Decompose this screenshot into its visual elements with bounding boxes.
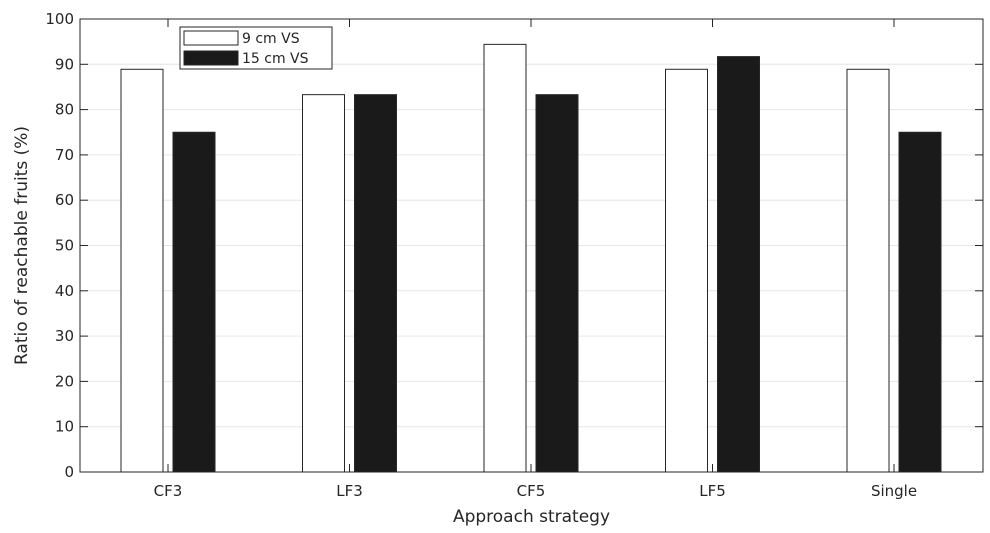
bar-9cm-lf3 [302,94,345,473]
bar-9cm-cf5 [483,43,527,473]
y-tick-label: 90 [55,55,74,73]
bar-15cm-cf3 [172,131,216,473]
y-tick-label: 40 [55,282,74,300]
y-tick-label: 80 [55,101,74,119]
y-tick-label: 60 [55,191,74,209]
bar-15cm-lf3 [354,94,397,473]
y-tick-label: 50 [55,237,74,255]
bar-9cm-cf3 [120,68,164,473]
y-tick-label: 70 [55,146,74,164]
x-axis-label: Approach strategy [453,507,610,527]
legend-label-15cm: 15 cm VS [242,51,309,67]
x-tick-label: CF5 [517,482,546,500]
bar-15cm-lf5 [717,56,760,473]
legend-swatch-9cm [183,30,239,46]
y-axis-label: Ratio of reachable fruits (%) [12,126,32,365]
x-tick-label: Single [871,482,917,500]
x-tick-label: CF3 [154,482,183,500]
bar-9cm-single [846,68,890,473]
y-tick-label: 30 [55,327,74,345]
y-tick-label: 10 [55,418,74,436]
legend-label-9cm: 9 cm VS [242,31,300,47]
y-tick-label: 100 [45,10,74,28]
x-tick-label: LF5 [699,482,726,500]
axis-ticks: 0 10 20 30 40 50 60 70 80 90 100 CF3 LF3 CF5 LF5 Single [45,10,983,500]
legend: 9 cm VS 15 cm VS [179,26,333,70]
x-tick-label: LF3 [336,482,363,500]
y-tick-label: 0 [64,463,74,481]
bar-15cm-cf5 [535,94,579,473]
bar-15cm-single [898,131,942,473]
legend-swatch-15cm [183,50,239,66]
y-tick-label: 20 [55,372,74,390]
bar-9cm-lf5 [665,68,708,473]
bars [120,43,942,473]
